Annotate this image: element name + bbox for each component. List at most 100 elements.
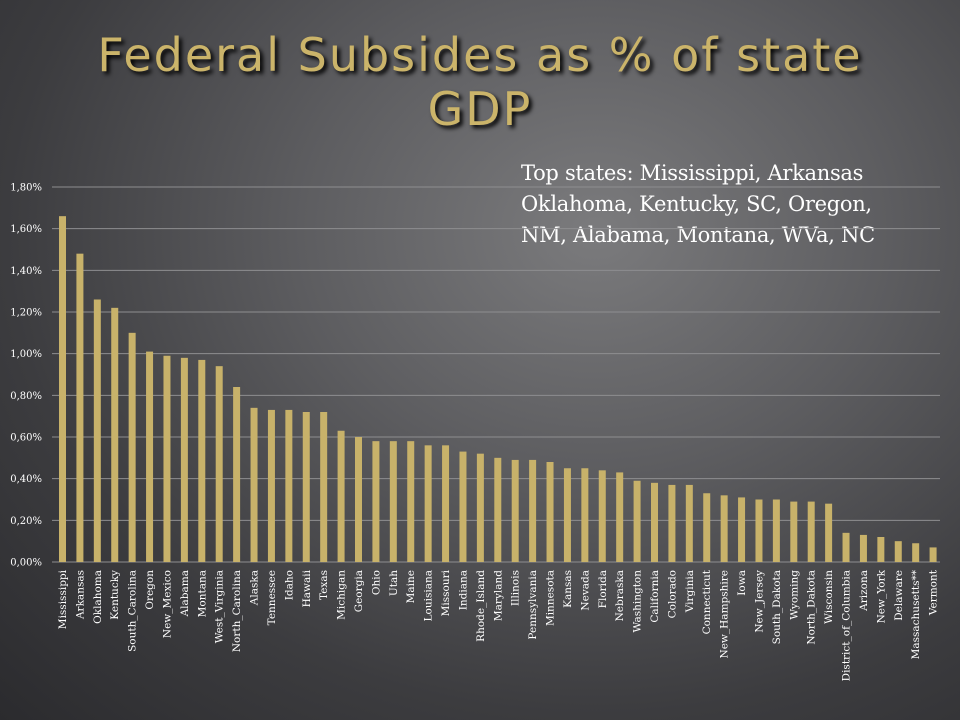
x-tick-label: Missouri [440,569,452,616]
bar [459,451,467,562]
bar [912,543,920,562]
bar [476,453,484,562]
x-tick-label: Iowa [736,570,748,596]
bar [842,532,850,562]
x-tick-label: Michigan [336,570,348,620]
bar [598,470,606,562]
y-tick-label: 0,60% [10,433,42,444]
bar [320,412,328,562]
bar [59,216,66,562]
bar [424,445,432,562]
bar [633,480,641,562]
x-tick-label: New_Mexico [161,570,173,638]
bar [894,541,902,562]
bar [529,459,537,562]
x-tick-label: Connecticut [701,569,713,634]
x-tick-label: South_Carolina [127,570,139,652]
x-tick-label: Kentucky [109,570,121,620]
top-states-note: Top states: Mississippi, Arkansas Oklaho… [521,158,951,251]
x-tick-label: Hawaii [301,569,313,607]
x-tick-label: Vermont [928,569,940,616]
note-line-2: Oklahoma, Kentucky, SC, Oregon, [521,192,872,216]
bar [163,355,171,562]
bar [337,430,345,562]
x-tick-label: Florida [597,570,609,608]
x-tick-label: Texas [318,570,330,600]
x-tick-label: South_Dakota [771,570,783,644]
x-tick-label: Pennsylvania [527,570,539,640]
x-tick-label: Nebraska [614,570,626,621]
x-tick-label: Alabama [179,570,191,617]
bar [128,332,136,562]
bar [720,495,728,562]
x-tick-label: Massachusetts** [910,569,922,659]
bar [233,387,241,562]
x-tick-label: Delaware [893,570,905,621]
bar [685,484,693,562]
x-tick-label: District_of_Columbia [841,570,853,681]
bar [146,351,154,562]
bar [372,441,380,562]
note-line-3: NM, Alabama, Montana, WVa, NC [521,223,875,247]
x-tick-label: Maine [405,570,417,603]
bar [859,534,867,562]
bar [180,357,188,562]
slide-title: Federal Subsides as % of state GDP [97,28,863,136]
x-tick-label: Wyoming [788,570,800,620]
x-tick-label: New_Hampshire [719,570,731,658]
bar [703,493,711,562]
bar [668,484,676,562]
bar [111,307,119,562]
x-tick-label: West_Virginia [214,570,226,643]
bar [616,472,624,562]
x-tick-label: Minnesota [545,570,557,626]
bar [93,299,101,562]
x-tick-label: Illinois [510,570,522,606]
x-tick-label: Montana [196,570,208,617]
x-tick-label: Idaho [283,570,295,600]
x-tick-label: Virginia [684,570,696,613]
bar [772,499,780,562]
bar [807,501,815,562]
bar [442,445,450,562]
y-axis-ticks: 0,00% 0,20% 0,40% 0,60% 0,80% 1,00% 1,20% 1,40%… [10,183,42,569]
x-tick-label: Utah [388,570,400,596]
x-tick-label: Wisconsin [823,570,835,624]
x-tick-label: North_Carolina [231,570,243,652]
x-tick-label: Mississippi [57,569,69,629]
bar [285,409,293,562]
bars [59,216,937,562]
x-tick-label: Oklahoma [92,570,104,624]
bar [215,366,223,562]
bar [511,459,519,562]
y-tick-label: 1,40% [10,266,42,277]
y-tick-label: 0,00% [10,558,42,569]
bar [198,359,206,562]
bar [929,547,937,562]
x-tick-label: Maryland [492,570,504,621]
y-tick-label: 0,80% [10,391,42,402]
bar [76,253,84,562]
bar [581,468,589,562]
note-line-1: Top states: Mississippi, Arkansas [521,161,864,185]
bar [755,499,763,562]
bar [563,468,571,562]
bar [355,437,362,562]
bar [738,497,746,562]
y-tick-label: 1,60% [10,224,42,235]
bar [494,457,502,562]
y-tick-label: 1,20% [10,308,42,319]
bar [651,482,658,562]
bar [546,462,554,562]
x-tick-label: Georgia [353,570,365,612]
x-tick-label: Arizona [858,570,870,612]
x-tick-label: North_Dakota [806,570,818,645]
bar [267,409,275,562]
x-tick-label: Oregon [144,570,156,610]
y-tick-label: 0,40% [10,474,42,485]
x-tick-label: Indiana [457,570,469,610]
x-tick-label: Washington [632,570,644,633]
x-tick-label: Colorado [666,570,678,618]
x-tick-label: Tennessee [266,570,278,625]
